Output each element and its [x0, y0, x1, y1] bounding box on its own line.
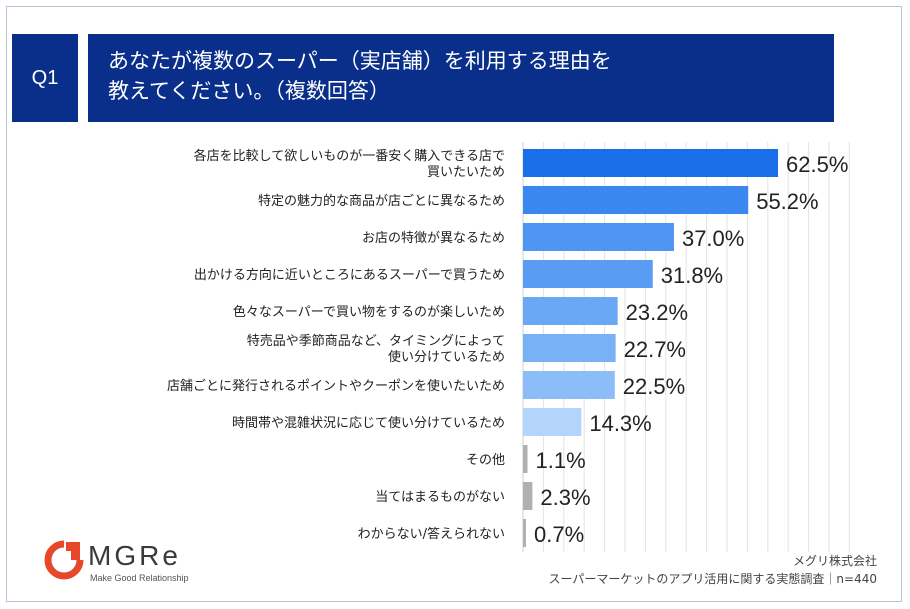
bar: [523, 408, 582, 436]
value-label: 1.1%: [535, 448, 585, 473]
value-label: 31.8%: [661, 263, 723, 288]
source-survey: スーパーマーケットのアプリ活用に関する実態調査｜n=440: [548, 572, 877, 586]
value-label: 2.3%: [540, 485, 590, 510]
bar: [523, 334, 616, 362]
value-label: 55.2%: [756, 189, 818, 214]
logo-wordmark: MGRe: [88, 540, 181, 571]
value-label: 14.3%: [589, 411, 651, 436]
source-company: メグリ株式会社: [792, 554, 877, 568]
bar: [523, 445, 528, 473]
value-label: 62.5%: [786, 152, 848, 177]
value-label: 22.5%: [623, 374, 685, 399]
question-title: あなたが複数のスーパー（実店舗）を利用する理由を 教えてください。（複数回答）: [88, 34, 834, 122]
chart-frame: [6, 6, 902, 602]
bar: [523, 519, 526, 547]
bar: [523, 260, 653, 288]
category-label: お店の特徴が異なるため: [362, 231, 505, 246]
bar: [523, 186, 749, 214]
category-label: わからない/答えられない: [358, 526, 505, 542]
bar: [523, 223, 674, 251]
bar: [523, 371, 615, 399]
category-label: 時間帯や混雑状況に応じて使い分けているため: [232, 415, 505, 431]
category-label: 店舗ごとに発行されるポイントやクーポンを使いたいため: [167, 378, 505, 394]
category-label: 当てはまるものがない: [375, 490, 505, 505]
logo-tagline: Make Good Relationship: [90, 573, 189, 583]
bar: [523, 297, 618, 325]
bar: [523, 149, 778, 177]
category-label: その他: [466, 453, 505, 468]
category-label: 出かける方向に近いところにあるスーパーで買うため: [194, 267, 505, 283]
logo-mark-icon: [44, 540, 84, 580]
mgre-logo: MGRe Make Good Relationship: [44, 540, 244, 584]
category-label: 色々なスーパーで買い物をするのが楽しいため: [233, 304, 505, 320]
category-label: 各店を比較して欲しいものが一番安く購入できる店で買いたいため: [194, 148, 505, 180]
value-label: 23.2%: [626, 300, 688, 325]
category-label: 特売品や季節商品など、タイミングによって使い分けているため: [247, 333, 505, 365]
value-label: 22.7%: [624, 337, 686, 362]
value-label: 0.7%: [534, 522, 584, 547]
bar: [523, 482, 533, 510]
question-badge: Q1: [12, 34, 78, 122]
value-label: 37.0%: [682, 226, 744, 251]
category-label: 特定の魅力的な商品が店ごとに異なるため: [258, 193, 505, 209]
